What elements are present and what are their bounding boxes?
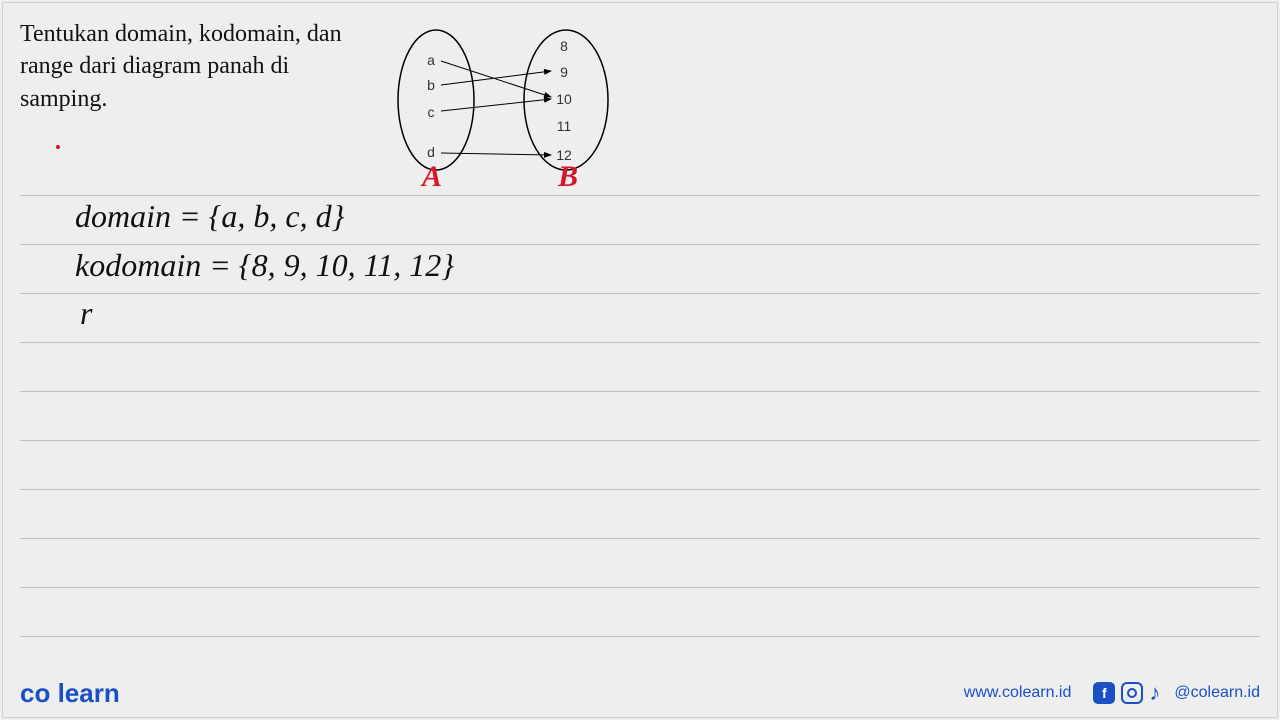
hw-domain: domain = {a, b, c, d} [75,198,344,235]
set-a-el-a: a [427,52,435,68]
question-text: Tentukan domain, kodomain, dan range dar… [20,18,360,115]
arrow-d-12 [441,153,551,155]
set-a-el-b: b [427,77,435,93]
set-a-ellipse [398,30,474,170]
logo-co: co [20,678,50,708]
instagram-icon[interactable] [1121,682,1143,704]
lined-paper: domain = {a, b, c, d} kodomain = {8, 9, … [20,195,1260,680]
paper-line [20,244,1260,245]
set-b-el-11: 11 [557,118,572,134]
facebook-icon[interactable]: f [1093,682,1115,704]
logo-learn: learn [58,678,120,708]
arrow-c-10 [441,99,551,111]
arrow-b-9 [441,71,551,85]
red-dot [56,145,60,149]
set-b-el-10: 10 [556,91,572,107]
paper-line [20,440,1260,441]
set-a-el-c: c [428,104,435,120]
set-a-label: A [422,160,442,194]
set-b-label: B [558,160,578,194]
hw-kodomain: kodomain = {8, 9, 10, 11, 12} [75,247,454,284]
paper-line [20,538,1260,539]
set-a-el-d: d [427,144,435,160]
logo-dot [50,678,57,708]
paper-line [20,195,1260,196]
website-link[interactable]: www.colearn.id [964,684,1072,702]
social-handle[interactable]: @colearn.id [1174,684,1260,702]
tiktok-icon[interactable]: ♪ [1149,680,1160,706]
paper-line [20,342,1260,343]
logo: co learn [20,678,120,709]
set-b-el-9: 9 [560,64,568,80]
arrow-a-10 [441,61,551,97]
social-icons: f ♪ [1093,680,1160,706]
set-b-el-8: 8 [560,38,568,54]
paper-line [20,293,1260,294]
paper-line [20,489,1260,490]
paper-line [20,587,1260,588]
hw-range-partial: r [80,295,92,332]
paper-line [20,636,1260,637]
footer: co learn www.colearn.id f ♪ @colearn.id [20,676,1260,710]
footer-right: www.colearn.id f ♪ @colearn.id [964,680,1260,706]
paper-line [20,391,1260,392]
